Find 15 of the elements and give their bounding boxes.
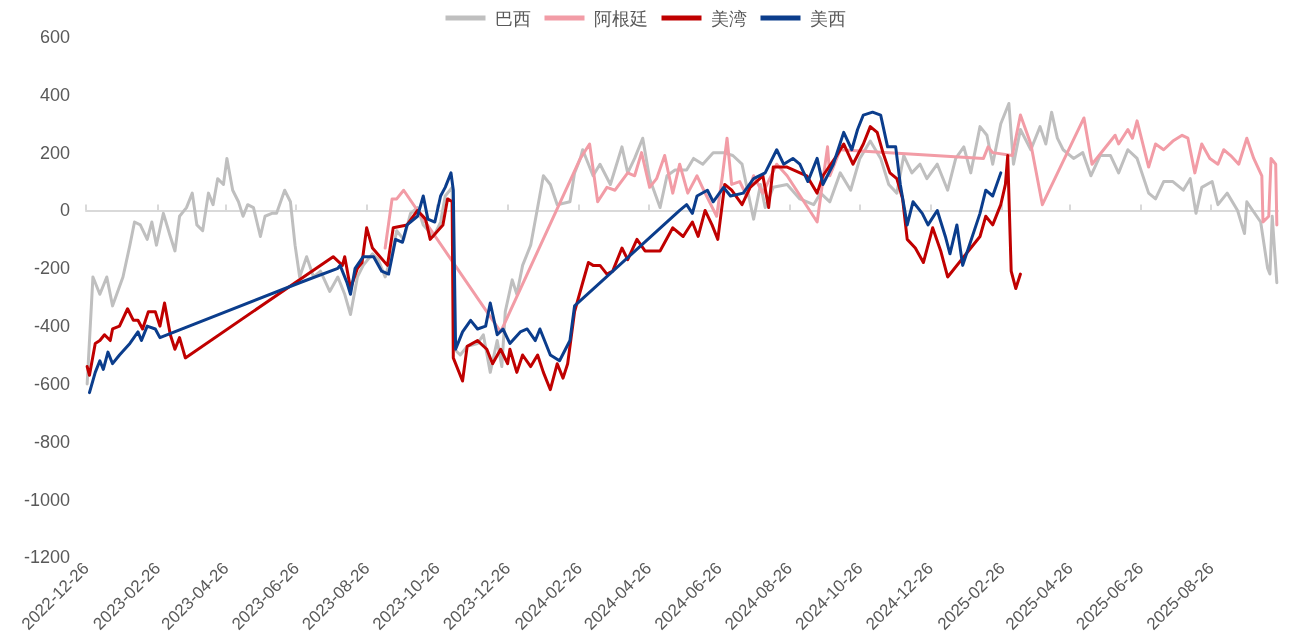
y-tick-label: -200 [33,258,70,279]
y-tick-label: 200 [39,142,70,163]
legend-label: 美湾 [710,7,747,29]
y-tick-label: 400 [39,84,70,105]
y-tick-label: -600 [33,373,70,394]
line-series [383,113,1279,334]
legend-label: 美西 [809,7,846,29]
y-tick-label: -1000 [23,489,70,510]
legend-label: 阿根廷 [593,7,648,29]
legend-label: 巴西 [494,7,531,29]
y-tick-label: 600 [39,27,70,47]
y-tick-label: -1200 [23,547,70,568]
y-tick-label: -800 [33,431,70,452]
y-tick-label: 0 [59,200,70,221]
y-tick-label: -400 [33,316,70,337]
